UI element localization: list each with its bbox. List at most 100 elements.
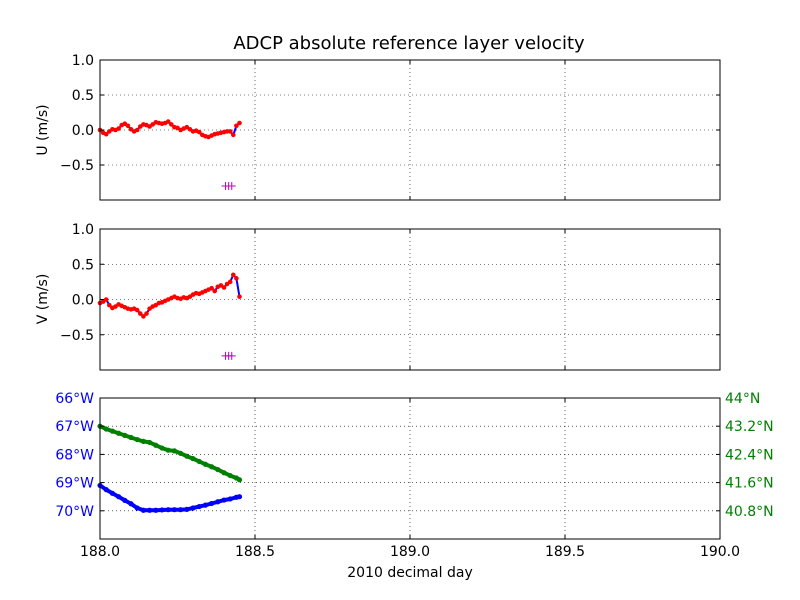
longitude-point xyxy=(227,496,233,502)
latitude-tick-label: 44°N xyxy=(725,391,760,407)
v-velocity-point xyxy=(107,302,112,308)
longitude-point xyxy=(221,497,227,503)
u-velocity-point xyxy=(237,120,242,126)
position-panel-ticks: 188.0 188.5 189.0 189.5 190.0 66°W 67°W 68°W 69°… xyxy=(55,391,773,560)
u-panel-grid xyxy=(100,60,720,200)
x-tick-label: 189.0 xyxy=(390,544,430,560)
latitude-tick-label: 42.4°N xyxy=(725,447,774,463)
latitude-point xyxy=(116,430,122,436)
u-ylabel: U (m/s) xyxy=(35,104,51,155)
v-velocity-point xyxy=(227,279,233,285)
longitude-point xyxy=(116,494,122,500)
latitude-point xyxy=(171,448,177,454)
u-y-tick-label: −0.5 xyxy=(60,158,94,174)
position-panel-marks xyxy=(97,423,243,513)
x-axis-label: 2010 decimal day xyxy=(347,565,472,581)
latitude-point xyxy=(103,426,109,432)
v-velocity-point xyxy=(144,311,149,316)
v-velocity-point xyxy=(134,307,140,313)
v-y-tick-label: 0.0 xyxy=(72,293,94,309)
x-tick-label: 190.0 xyxy=(700,544,740,560)
latitude-point xyxy=(178,450,184,456)
latitude-tick-label: 41.6°N xyxy=(725,476,774,492)
u-velocity-point xyxy=(103,131,109,137)
v-velocity-point xyxy=(231,272,236,278)
longitude-point xyxy=(171,507,177,513)
longitude-point xyxy=(236,494,243,500)
longitude-point xyxy=(196,503,202,510)
longitude-point xyxy=(122,497,128,503)
latitude-tick-label: 40.8°N xyxy=(725,504,774,520)
u-velocity-point xyxy=(165,119,171,124)
v-velocity-point xyxy=(221,285,227,290)
latitude-point xyxy=(215,466,221,473)
u-y-tick-label: 1.0 xyxy=(72,53,94,69)
x-tick-label: 188.5 xyxy=(235,544,275,560)
longitude-point xyxy=(202,502,208,508)
position-panel-grid xyxy=(100,398,720,539)
latitude-point xyxy=(147,439,153,446)
u-panel-border xyxy=(99,59,721,201)
longitude-point xyxy=(103,487,109,493)
latitude-point xyxy=(140,438,146,444)
u-velocity-point xyxy=(231,132,236,138)
latitude-point xyxy=(236,477,243,483)
latitude-tick-label: 43.2°N xyxy=(725,419,774,435)
latitude-point xyxy=(209,464,215,470)
v-velocity-point xyxy=(212,288,217,294)
v-velocity-point xyxy=(103,297,109,302)
latitude-point xyxy=(196,458,202,465)
longitude-point xyxy=(128,501,134,507)
v-panel-ticks: −0.5 0.0 0.5 1.0 xyxy=(60,222,721,370)
v-panel-marks xyxy=(97,272,242,360)
v-velocity-point xyxy=(138,311,143,316)
u-velocity-point xyxy=(169,122,174,127)
u-velocity-point xyxy=(116,126,121,131)
latitude-point xyxy=(221,470,227,476)
v-panel-grid xyxy=(100,229,720,370)
latitude-point xyxy=(122,432,128,438)
u-velocity-point xyxy=(125,123,131,129)
u-y-tick-label: 0.5 xyxy=(72,88,94,104)
latitude-point xyxy=(202,461,208,467)
x-tick-label: 189.5 xyxy=(545,544,585,560)
latitude-point xyxy=(134,436,140,443)
v-velocity-point xyxy=(234,276,239,281)
u-velocity-point xyxy=(234,123,239,129)
longitude-point xyxy=(215,499,221,505)
latitude-point xyxy=(153,442,159,448)
u-velocity-point xyxy=(227,129,233,134)
latitude-point xyxy=(227,472,233,479)
figure-title: ADCP absolute reference layer velocity xyxy=(233,33,585,54)
position-panel: 188.0 188.5 189.0 189.5 190.0 66°W 67°W 68°W 69°… xyxy=(55,391,773,560)
x-tick-label: 188.0 xyxy=(80,544,120,560)
latitude-point xyxy=(184,453,190,459)
v-velocity-point xyxy=(237,294,242,299)
v-y-tick-label: −0.5 xyxy=(60,328,94,344)
v-velocity-point xyxy=(209,285,214,291)
position-panel-border xyxy=(99,397,721,540)
v-ylabel: V (m/s) xyxy=(35,274,51,325)
longitude-point xyxy=(153,507,159,513)
longitude-tick-label: 70°W xyxy=(55,504,94,520)
longitude-point xyxy=(109,490,115,496)
v-y-tick-label: 1.0 xyxy=(72,222,94,238)
u-y-tick-label: 0.0 xyxy=(72,123,94,139)
longitude-point xyxy=(209,500,215,507)
position-panel-frame xyxy=(100,398,720,539)
u-velocity-panel: −0.5 0.0 0.5 1.0 U (m/s) xyxy=(35,53,721,201)
longitude-point xyxy=(184,506,190,512)
longitude-point xyxy=(147,507,153,513)
v-velocity-point xyxy=(141,314,146,319)
u-velocity-point xyxy=(196,129,202,135)
latitude-point xyxy=(165,447,171,453)
longitude-point xyxy=(140,507,146,513)
latitude-point xyxy=(159,445,165,451)
latitude-point xyxy=(109,428,115,434)
latitude-point xyxy=(190,456,196,462)
v-y-tick-label: 0.5 xyxy=(72,257,94,273)
longitude-tick-label: 68°W xyxy=(55,447,94,463)
v-velocity-panel: −0.5 0.0 0.5 1.0 V (m/s) xyxy=(35,222,721,371)
longitude-tick-label: 66°W xyxy=(55,391,94,407)
